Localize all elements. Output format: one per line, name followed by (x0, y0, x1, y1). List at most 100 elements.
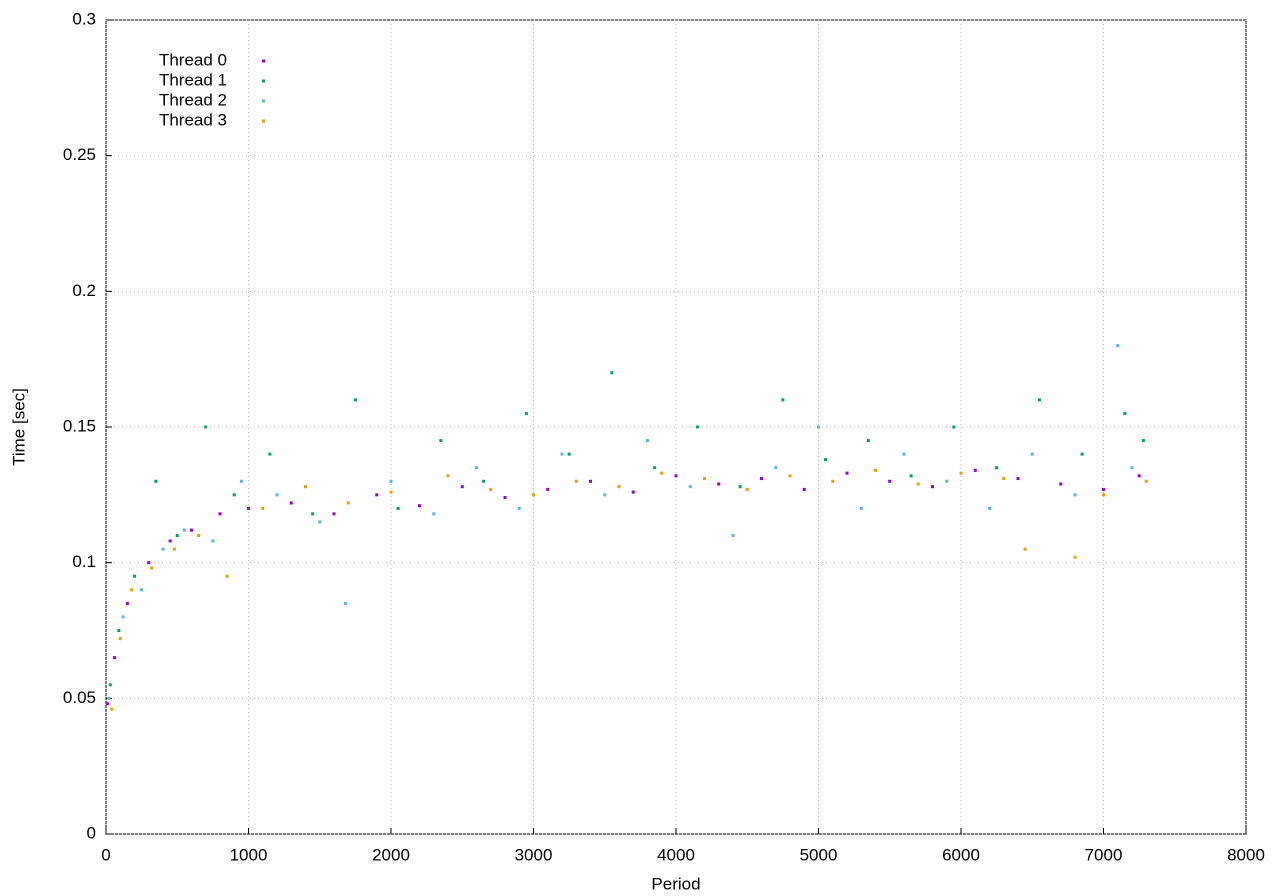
point (346, 501, 350, 505)
point (1144, 479, 1148, 483)
point (460, 485, 464, 489)
point (133, 574, 136, 578)
point (353, 398, 357, 402)
point (1080, 452, 1084, 456)
point (418, 504, 421, 508)
point (931, 485, 934, 489)
point (117, 629, 121, 632)
point (482, 479, 486, 483)
point (532, 493, 535, 497)
point (1130, 466, 1134, 470)
legend-label: Thread 2 (159, 90, 227, 109)
point (574, 479, 578, 483)
point (1123, 411, 1127, 415)
point (239, 479, 243, 483)
point (439, 439, 443, 443)
point (973, 468, 977, 472)
point (190, 528, 193, 532)
point (1030, 452, 1034, 456)
point (988, 506, 991, 510)
point (1037, 398, 1041, 402)
point (1102, 487, 1105, 491)
point (503, 496, 507, 500)
point (389, 479, 393, 483)
point (225, 574, 229, 578)
point (318, 520, 322, 524)
point (182, 528, 186, 532)
point (738, 485, 742, 489)
point (150, 566, 154, 570)
point (995, 466, 999, 470)
point (268, 452, 272, 456)
point (1141, 439, 1145, 443)
x-tick-label: 0 (101, 845, 110, 864)
point (121, 615, 125, 619)
point (1073, 555, 1077, 559)
point (631, 490, 635, 494)
point (560, 452, 564, 456)
x-tick-label: 6000 (942, 845, 980, 864)
point (232, 493, 236, 497)
point (1059, 482, 1063, 486)
point (154, 479, 158, 483)
point (211, 539, 215, 543)
point (546, 487, 550, 491)
point (197, 534, 201, 538)
point (831, 479, 835, 483)
point (674, 474, 678, 478)
point (161, 547, 165, 551)
point (113, 656, 117, 660)
legend-label: Thread 1 (159, 70, 227, 89)
point (688, 485, 692, 489)
point (446, 474, 450, 478)
y-tick-label: 0.2 (72, 281, 96, 300)
point (824, 458, 828, 462)
point (874, 468, 877, 472)
point (275, 493, 279, 497)
point (888, 479, 892, 483)
point (204, 425, 208, 429)
point (304, 485, 307, 489)
legend-marker (262, 119, 265, 123)
x-tick-label: 2000 (372, 845, 410, 864)
point (959, 471, 963, 475)
point (343, 601, 347, 605)
point (603, 493, 607, 497)
point (125, 601, 129, 605)
y-tick-label: 0.1 (72, 552, 96, 571)
point (489, 487, 493, 491)
point (802, 487, 806, 491)
x-tick-label: 8000 (1227, 845, 1265, 864)
point (610, 371, 614, 375)
point (646, 439, 649, 443)
point (175, 534, 179, 538)
point (866, 439, 870, 443)
point (389, 490, 393, 494)
y-tick-label: 0.3 (72, 9, 96, 28)
point (1102, 493, 1105, 497)
point (703, 477, 706, 481)
point (1116, 344, 1120, 348)
point (731, 534, 735, 538)
point (110, 707, 114, 711)
point (1023, 547, 1027, 551)
legend-marker (262, 99, 265, 103)
y-tick-label: 0 (87, 823, 96, 842)
point (118, 637, 122, 641)
point (517, 506, 521, 510)
y-tick-label: 0.05 (63, 688, 96, 707)
point (1073, 493, 1077, 497)
point (1016, 477, 1020, 481)
x-tick-label: 3000 (515, 845, 553, 864)
x-tick-label: 7000 (1085, 845, 1123, 864)
point (952, 425, 956, 429)
point (108, 683, 112, 687)
point (432, 512, 436, 516)
point (660, 471, 664, 475)
point (916, 482, 920, 486)
point (717, 482, 721, 486)
point (130, 588, 134, 592)
y-tick-label: 0.15 (63, 416, 96, 435)
point (172, 547, 176, 551)
